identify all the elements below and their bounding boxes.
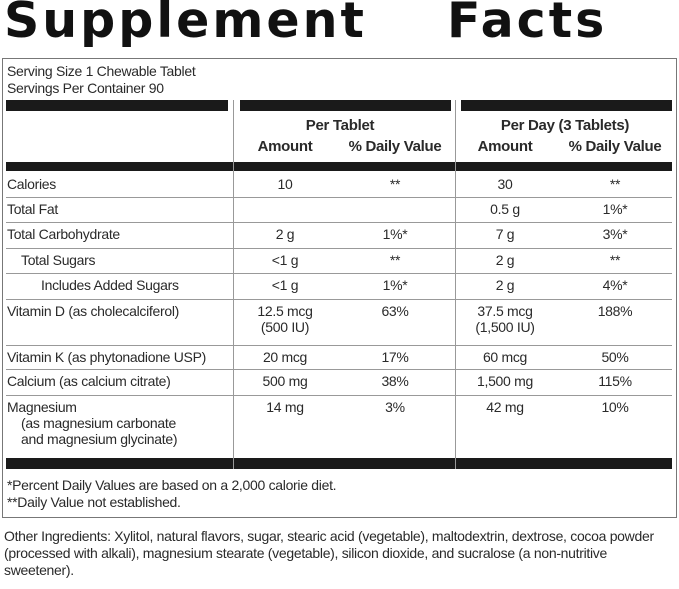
daily-value: ** <box>609 252 621 268</box>
nutrient-name: (as magnesium carbonate <box>21 415 176 431</box>
nutrient-name: Vitamin K (as phytonadione USP) <box>7 349 206 365</box>
group-header: Per Tablet <box>305 117 375 134</box>
amount: 500 mg <box>262 373 308 389</box>
amount: 2 g <box>275 226 295 242</box>
daily-value: 3%* <box>602 226 628 242</box>
nutrient-name: Magnesium <box>7 399 77 415</box>
daily-value: 115% <box>598 373 632 389</box>
daily-value: ** <box>389 252 401 268</box>
group-header: Per Day (3 Tablets) <box>500 117 630 134</box>
row-divider <box>6 369 672 370</box>
daily-value: 4%* <box>602 277 628 293</box>
amount: 1,500 mg <box>477 373 533 389</box>
serving-size: Serving Size 1 Chewable Tablet <box>7 63 196 79</box>
amount: 2 g <box>495 252 515 268</box>
row-divider <box>6 248 672 249</box>
daily-value: 1%* <box>382 226 408 242</box>
daily-value: 1%* <box>602 201 628 217</box>
amount: 30 <box>497 176 513 192</box>
nutrient-name: Total Fat <box>7 201 58 217</box>
label-box <box>2 58 677 518</box>
nutrient-name: Vitamin D (as cholecalciferol) <box>7 303 180 319</box>
amount: <1 g <box>271 277 299 293</box>
row-divider <box>6 299 672 300</box>
nutrient-name: Total Carbohydrate <box>7 226 120 242</box>
divider <box>233 100 234 469</box>
daily-value: ** <box>609 176 621 192</box>
row-divider <box>6 222 672 223</box>
amount: 10 <box>277 176 293 192</box>
amount: (500 IU) <box>260 319 310 335</box>
column-header: % Daily Value <box>568 138 662 155</box>
thick-bar <box>461 100 672 111</box>
amount: (1,500 IU) <box>475 319 535 335</box>
amount: 20 mcg <box>262 349 308 365</box>
thick-bar <box>6 100 228 111</box>
daily-value: 17% <box>381 349 409 365</box>
other-ingredients: Other Ingredients: Xylitol, natural flav… <box>4 528 654 578</box>
divider <box>455 100 456 469</box>
column-header: Amount <box>477 138 533 155</box>
thick-bar <box>240 100 451 111</box>
amount: 0.5 g <box>490 201 520 217</box>
daily-value: 1%* <box>382 277 408 293</box>
amount: 2 g <box>495 277 515 293</box>
daily-value: 50% <box>601 349 629 365</box>
amount: 42 mg <box>486 399 524 415</box>
nutrient-name: Includes Added Sugars <box>41 277 179 293</box>
nutrient-name: and magnesium glycinate) <box>21 431 178 447</box>
footnote: *Percent Daily Values are based on a 2,0… <box>7 477 337 493</box>
amount: 12.5 mcg <box>257 303 313 319</box>
footnote: **Daily Value not established. <box>7 494 181 510</box>
column-header: % Daily Value <box>348 138 442 155</box>
thick-bar <box>6 162 672 171</box>
row-divider <box>6 345 672 346</box>
nutrient-name: Total Sugars <box>21 252 96 268</box>
servings-per-container: Servings Per Container 90 <box>7 80 164 96</box>
thick-bar <box>6 458 672 469</box>
amount: <1 g <box>271 252 299 268</box>
row-divider <box>6 197 672 198</box>
title: Supplement Facts <box>4 0 608 49</box>
daily-value: 10% <box>601 399 629 415</box>
daily-value: ** <box>389 176 401 192</box>
column-header: Amount <box>257 138 313 155</box>
row-divider <box>6 273 672 274</box>
daily-value: 188% <box>597 303 633 319</box>
nutrient-name: Calories <box>7 176 56 192</box>
daily-value: 3% <box>385 399 405 415</box>
amount: 37.5 mcg <box>477 303 533 319</box>
nutrient-name: Calcium (as calcium citrate) <box>7 373 171 389</box>
row-divider <box>6 395 672 396</box>
amount: 14 mg <box>266 399 304 415</box>
daily-value: 63% <box>381 303 409 319</box>
daily-value: 38% <box>381 373 409 389</box>
amount: 7 g <box>495 226 515 242</box>
amount: 60 mcg <box>482 349 528 365</box>
